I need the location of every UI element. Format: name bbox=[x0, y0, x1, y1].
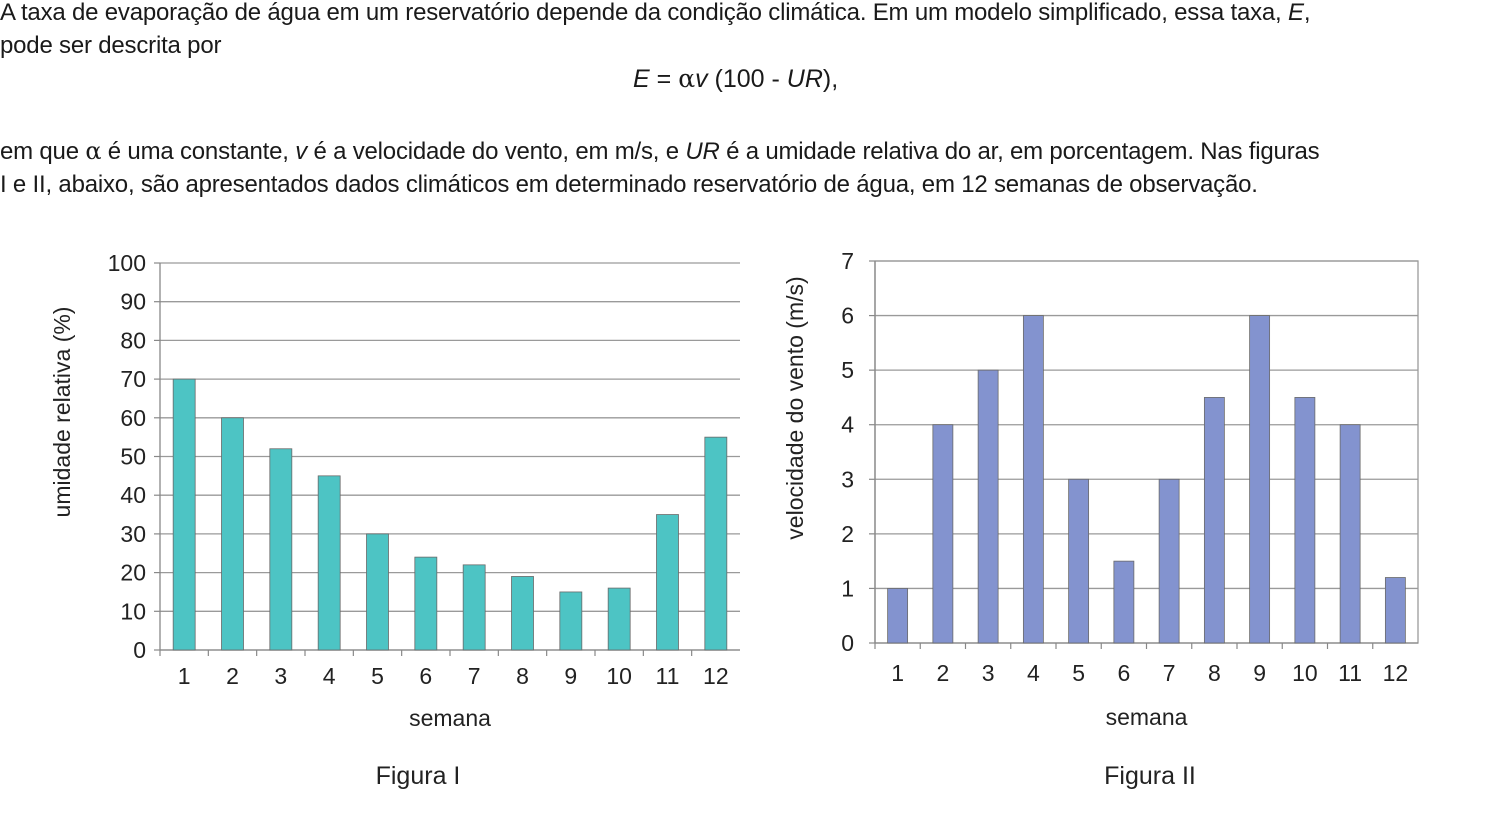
desc-text-c: é a velocidade do vento, em m/s, e bbox=[307, 138, 686, 165]
desc-text-b: é uma constante, bbox=[101, 138, 296, 165]
fig1-bar bbox=[414, 556, 438, 651]
fig1-xtick-label: 4 bbox=[323, 663, 336, 689]
fig1-xtick-label: 3 bbox=[274, 663, 287, 689]
desc-text-a: em que bbox=[0, 138, 86, 165]
eq-E: E bbox=[633, 65, 650, 93]
fig2-xtick-label: 1 bbox=[891, 660, 904, 686]
eq-v: v bbox=[695, 65, 708, 93]
fig2-ytick-label: 5 bbox=[841, 357, 854, 383]
fig2-ytick-label: 7 bbox=[841, 248, 854, 274]
fig2-ytick-label: 2 bbox=[841, 521, 854, 547]
fig1-bar bbox=[317, 475, 341, 651]
fig2-bar bbox=[1068, 478, 1090, 644]
fig1-ytick-label: 50 bbox=[120, 444, 146, 470]
fig2-bar bbox=[1113, 560, 1135, 644]
fig1-bar bbox=[656, 514, 679, 651]
fig2-ytick-label: 4 bbox=[841, 412, 854, 438]
fig1-bar bbox=[269, 448, 293, 651]
fig2-bar bbox=[932, 424, 954, 644]
fig1-bar bbox=[511, 576, 534, 651]
fig1-ytick-label: 20 bbox=[120, 560, 146, 586]
fig1-xtick-label: 11 bbox=[656, 663, 680, 689]
fig1-xtick-label: 10 bbox=[606, 663, 632, 689]
fig2-xtick-label: 8 bbox=[1208, 660, 1221, 686]
fig1-ylabel: umidade relativa (%) bbox=[49, 307, 75, 518]
fig2-xtick-label: 7 bbox=[1163, 660, 1176, 686]
fig1-bar bbox=[559, 591, 583, 651]
fig2-xlabel: semana bbox=[1106, 704, 1188, 730]
fig1-bar bbox=[221, 417, 244, 651]
fig2-caption: Figura II bbox=[1104, 762, 1196, 790]
fig1-ytick-label: 10 bbox=[120, 598, 146, 624]
intro-E-symbol: E bbox=[1288, 0, 1304, 26]
fig1-xlabel: semana bbox=[409, 705, 491, 731]
fig1-bar bbox=[704, 436, 728, 651]
desc-text-e: I e II, abaixo, são apresentados dados c… bbox=[0, 171, 1258, 198]
fig2-xtick-label: 10 bbox=[1292, 660, 1318, 686]
fig2-bar bbox=[1384, 577, 1406, 644]
intro-paragraph: A taxa de evaporação de água em um reser… bbox=[0, 0, 1310, 62]
eq-equals: = bbox=[649, 65, 679, 93]
desc-UR: UR bbox=[685, 138, 720, 165]
intro-comma: , bbox=[1303, 0, 1311, 26]
fig1-xtick-label: 8 bbox=[516, 663, 529, 689]
fig2-xtick-label: 2 bbox=[936, 660, 949, 686]
equation: E = αv (100 - UR), bbox=[633, 64, 838, 94]
fig1-xtick-label: 12 bbox=[703, 663, 729, 689]
fig2-ytick-label: 6 bbox=[841, 303, 854, 329]
fig1-ytick-label: 70 bbox=[120, 366, 146, 392]
fig2-bar bbox=[887, 588, 909, 644]
fig1-xtick-label: 6 bbox=[419, 663, 432, 689]
fig1-ytick-label: 30 bbox=[120, 521, 146, 547]
fig2-bar bbox=[1294, 397, 1316, 644]
fig1-ytick-label: 60 bbox=[120, 405, 146, 431]
eq-UR: UR bbox=[786, 65, 823, 93]
intro-text-line2: pode ser descrita por bbox=[0, 32, 222, 59]
fig1-ytick-label: 40 bbox=[120, 482, 146, 508]
fig2-xtick-label: 9 bbox=[1253, 660, 1266, 686]
fig2-xtick-label: 4 bbox=[1027, 660, 1040, 686]
fig2-ytick-label: 3 bbox=[841, 466, 854, 492]
fig1-bar bbox=[172, 378, 196, 651]
fig2-bar bbox=[1158, 478, 1180, 644]
fig2-bar bbox=[1249, 315, 1271, 644]
fig2-ylabel: velocidade do vento (m/s) bbox=[782, 276, 808, 539]
description-paragraph: em que α é uma constante, v é a velocida… bbox=[0, 135, 1320, 201]
fig1-xtick-label: 2 bbox=[226, 663, 239, 689]
fig1-xtick-label: 7 bbox=[468, 663, 481, 689]
fig1-xtick-label: 5 bbox=[371, 663, 384, 689]
fig2-bar bbox=[977, 369, 999, 644]
fig1-ytick-label: 100 bbox=[108, 250, 146, 276]
fig1-bar bbox=[366, 533, 389, 651]
fig1-xtick-label: 9 bbox=[564, 663, 577, 689]
fig2-xtick-label: 12 bbox=[1383, 660, 1409, 686]
fig2-xtick-label: 11 bbox=[1338, 660, 1362, 686]
fig1-caption: Figura I bbox=[376, 762, 461, 790]
fig2-bar bbox=[1022, 315, 1044, 644]
fig1-bar bbox=[607, 587, 631, 651]
fig2-xtick-label: 3 bbox=[982, 660, 995, 686]
eq-mid: (100 - bbox=[707, 65, 787, 93]
eq-alpha: α bbox=[678, 64, 696, 93]
fig1-xtick-label: 1 bbox=[178, 663, 191, 689]
intro-text-line1: A taxa de evaporação de água em um reser… bbox=[0, 0, 1288, 26]
fig2-bar bbox=[1339, 424, 1361, 644]
fig1-bar bbox=[462, 564, 486, 651]
fig2-ytick-label: 1 bbox=[841, 575, 854, 601]
eq-end: ), bbox=[822, 65, 839, 93]
desc-alpha: α bbox=[85, 137, 102, 165]
desc-text-d: é a umidade relativa do ar, em porcentag… bbox=[719, 138, 1320, 165]
desc-v: v bbox=[295, 138, 308, 165]
fig1-ytick-label: 0 bbox=[133, 637, 146, 663]
fig2-ytick-label: 0 bbox=[841, 630, 854, 656]
fig1-ytick-label: 90 bbox=[120, 289, 146, 315]
fig2-xtick-label: 6 bbox=[1117, 660, 1130, 686]
fig1-ytick-label: 80 bbox=[120, 327, 146, 353]
fig2-xtick-label: 5 bbox=[1072, 660, 1085, 686]
fig2-bar bbox=[1203, 397, 1225, 644]
fig2-plot-frame bbox=[874, 260, 1419, 644]
